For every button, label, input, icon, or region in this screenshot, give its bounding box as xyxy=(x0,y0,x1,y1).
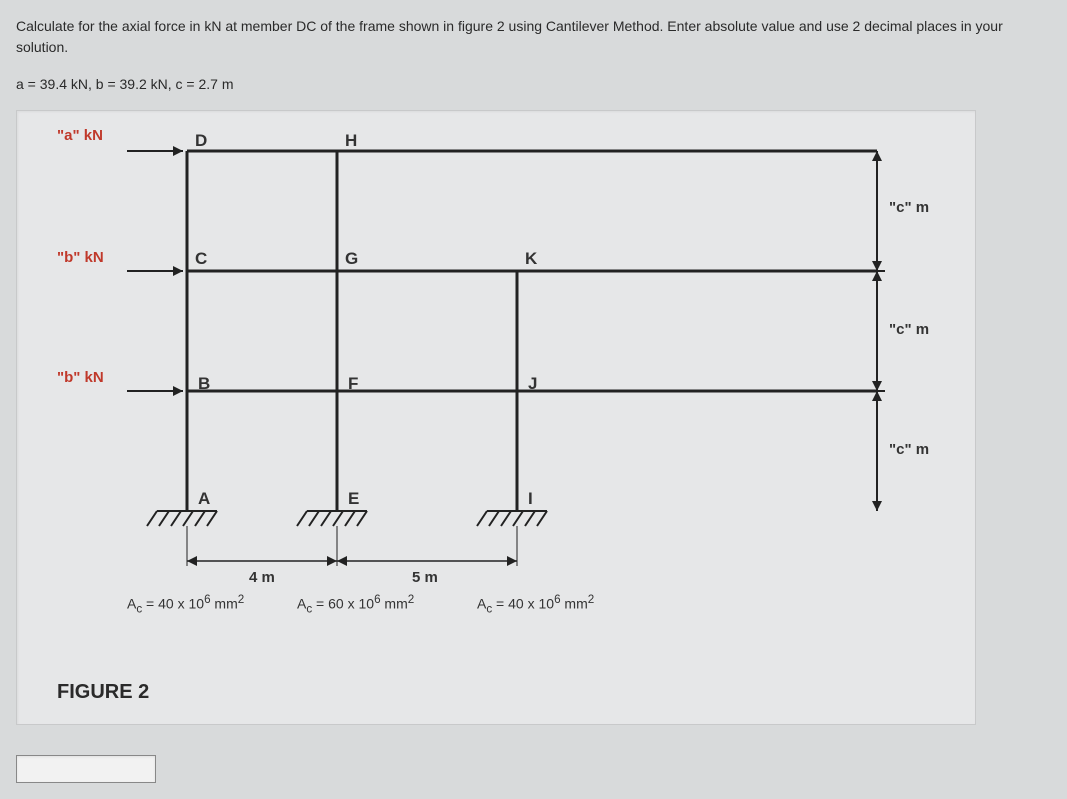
load-b1: "b" kN xyxy=(57,249,104,266)
load-a: "a" kN xyxy=(57,127,103,144)
area-1: Ac = 40 x 106 mm2 xyxy=(127,593,244,615)
area-2: Ac = 60 x 106 mm2 xyxy=(297,593,414,615)
span-2: 5 m xyxy=(412,569,438,586)
height-c2: "c" m xyxy=(889,321,929,338)
node-F: F xyxy=(348,374,358,394)
question-text: Calculate for the axial force in kN at m… xyxy=(16,16,1051,58)
node-C: C xyxy=(195,249,207,269)
node-A: A xyxy=(198,489,210,509)
load-b2: "b" kN xyxy=(57,369,104,386)
span-1: 4 m xyxy=(249,569,275,586)
figure-panel: "a" kN "b" kN "b" kN D H C G K B F J A E… xyxy=(16,110,976,725)
frame-svg xyxy=(57,131,937,631)
answer-input[interactable] xyxy=(16,755,156,783)
node-B: B xyxy=(198,374,210,394)
node-K: K xyxy=(525,249,537,269)
node-H: H xyxy=(345,131,357,151)
node-G: G xyxy=(345,249,358,269)
figure-title: FIGURE 2 xyxy=(57,681,955,704)
node-I: I xyxy=(528,489,533,509)
area-3: Ac = 40 x 106 mm2 xyxy=(477,593,594,615)
given-values: a = 39.4 kN, b = 39.2 kN, c = 2.7 m xyxy=(16,76,1051,92)
height-c1: "c" m xyxy=(889,199,929,216)
node-J: J xyxy=(528,374,537,394)
diagram: "a" kN "b" kN "b" kN D H C G K B F J A E… xyxy=(57,131,937,631)
node-D: D xyxy=(195,131,207,151)
node-E: E xyxy=(348,489,359,509)
height-c3: "c" m xyxy=(889,441,929,458)
